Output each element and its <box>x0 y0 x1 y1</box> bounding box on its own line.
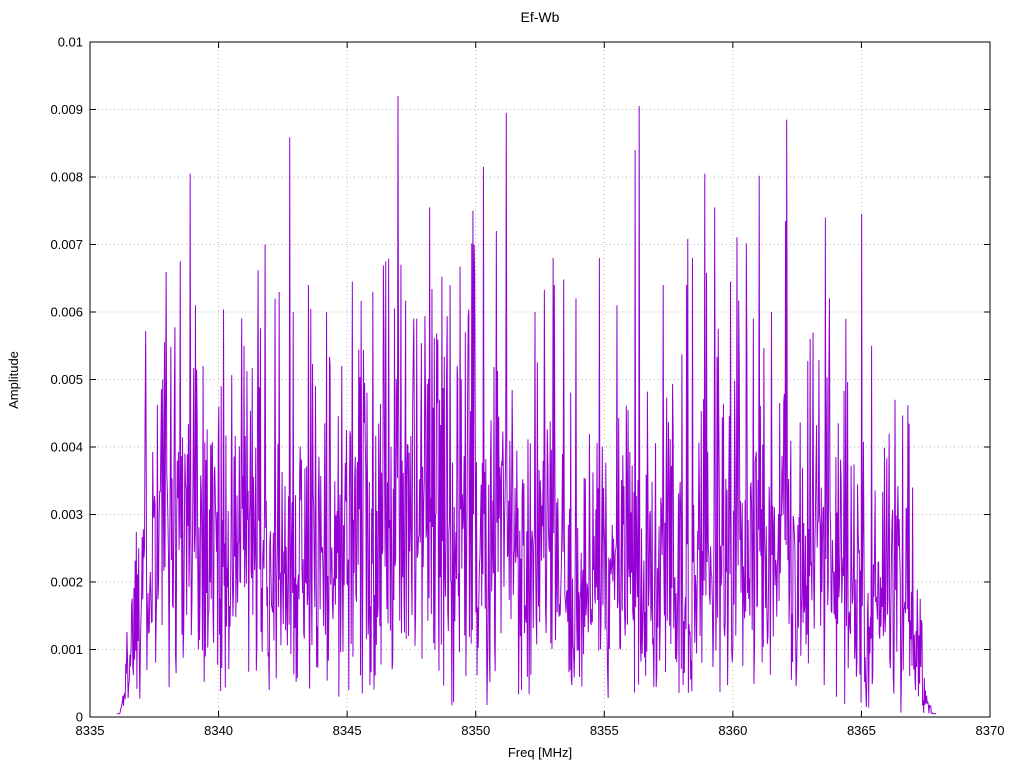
y-tick-label: 0.005 <box>50 372 83 387</box>
x-tick-label: 8365 <box>847 723 876 738</box>
x-tick-label: 8370 <box>976 723 1005 738</box>
y-tick-label: 0.001 <box>50 642 83 657</box>
y-tick-label: 0.006 <box>50 305 83 320</box>
y-tick-label: 0.007 <box>50 237 83 252</box>
x-tick-label: 8360 <box>718 723 747 738</box>
y-tick-label: 0.009 <box>50 102 83 117</box>
y-tick-label: 0.004 <box>50 440 83 455</box>
x-tick-label: 8335 <box>76 723 105 738</box>
y-axis-label: Amplitude <box>6 351 21 409</box>
y-tick-labels: 0 0.001 0.002 0.003 0.004 0.005 0.006 0.007 0.00… <box>50 35 83 725</box>
y-tick-label: 0.008 <box>50 170 83 185</box>
y-tick-label: 0.003 <box>50 507 83 522</box>
x-tick-label: 8355 <box>590 723 619 738</box>
x-axis-label: Freq [MHz] <box>508 745 572 760</box>
x-tick-labels: 8335 8340 8345 8350 8355 8360 8365 8370 <box>76 723 1005 738</box>
y-tick-label: 0.002 <box>50 575 83 590</box>
signal-trace <box>117 95 936 715</box>
x-tick-label: 8350 <box>461 723 490 738</box>
chart-title: Ef-Wb <box>521 9 560 25</box>
x-tick-label: 8340 <box>204 723 233 738</box>
y-tick-label: 0 <box>76 710 83 725</box>
y-tick-label: 0.01 <box>58 35 83 50</box>
axis-ticks <box>89 41 991 718</box>
x-tick-label: 8345 <box>333 723 362 738</box>
